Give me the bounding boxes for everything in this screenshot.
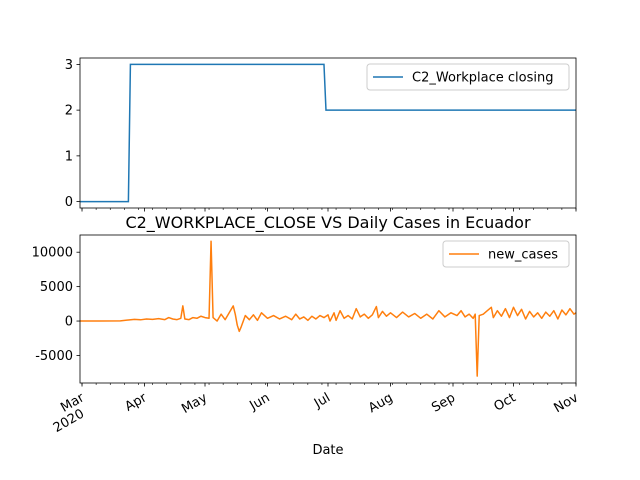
top-y-tick-label: 3 — [65, 58, 73, 73]
top-y-tick-label: 2 — [65, 104, 73, 119]
bottom-legend-box — [442, 240, 570, 268]
workplace-closing-line — [80, 63, 576, 203]
bottom-legend: new_cases — [442, 240, 570, 268]
top-panel: 0 1 2 3 C2_Workplace closing — [65, 57, 577, 212]
bottom-legend-label: new_cases — [488, 248, 558, 263]
bottom-y-tick-label: 5000 — [40, 280, 73, 295]
bottom-chart-title: C2_WORKPLACE_CLOSE VS Daily Cases in Ecu… — [125, 213, 531, 233]
bottom-x-axis-label: Date — [312, 443, 343, 458]
top-legend: C2_Workplace closing — [366, 63, 570, 91]
bottom-y-tick-label: 0 — [65, 315, 73, 330]
bottom-y-tick-label: -5000 — [35, 349, 73, 364]
top-legend-label: C2_Workplace closing — [412, 71, 553, 86]
top-legend-box — [366, 63, 570, 91]
top-y-tick-label: 0 — [65, 195, 73, 210]
bottom-y-ticks: -5000 0 5000 10000 — [32, 246, 80, 364]
new-cases-line — [80, 240, 577, 377]
bottom-x-tick-label: Jul — [311, 390, 333, 411]
top-y-ticks: 0 1 2 3 — [65, 58, 80, 210]
bottom-y-tick-label: 10000 — [32, 246, 73, 261]
top-y-tick-label: 1 — [65, 149, 73, 164]
bottom-plot-frame — [79, 234, 577, 384]
top-plot-frame — [79, 57, 577, 209]
